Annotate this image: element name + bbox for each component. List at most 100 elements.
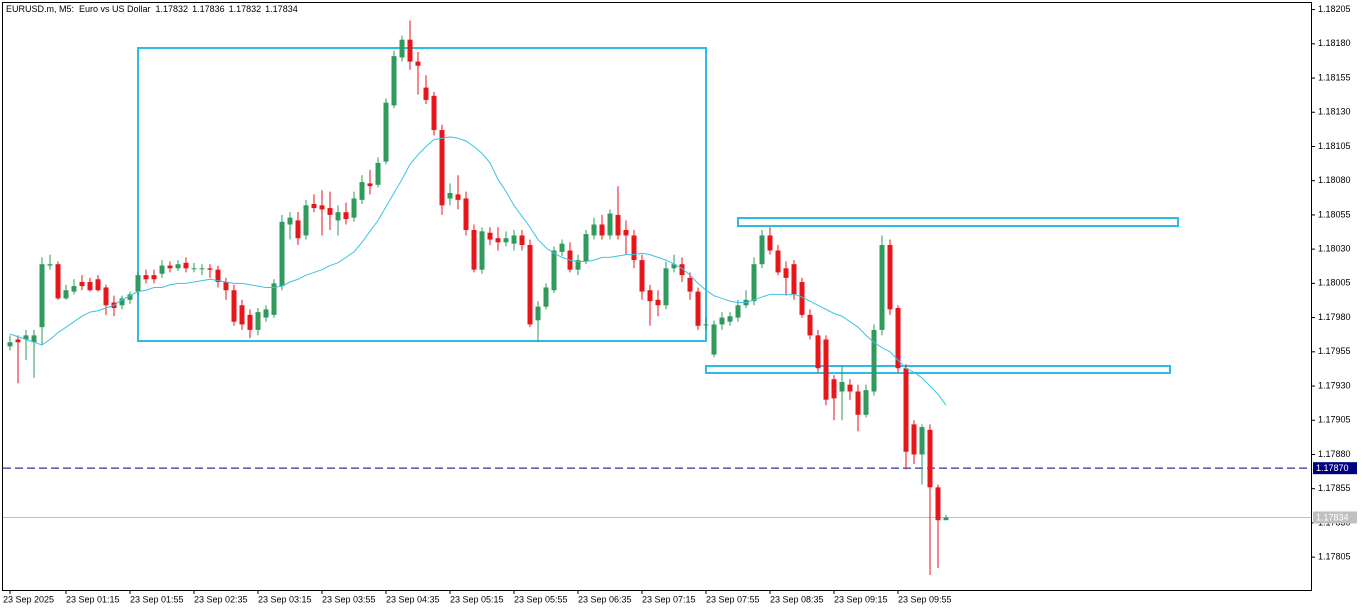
candle-body	[15, 339, 21, 343]
candle-body	[151, 275, 157, 280]
candle-body	[855, 391, 861, 415]
candle-body	[887, 245, 893, 310]
last-open: 1.17832	[156, 4, 189, 14]
candle-body	[351, 198, 357, 218]
candle-body	[671, 264, 677, 269]
candle-body	[39, 264, 45, 328]
candle-body	[751, 264, 757, 302]
candle-body	[231, 290, 237, 322]
candle-body	[303, 205, 309, 236]
candle-body	[455, 194, 461, 200]
candle-body	[783, 268, 789, 278]
candle-body	[759, 235, 765, 265]
candle-body	[375, 162, 381, 185]
x-tick-label: 23 Sep 09:15	[834, 594, 888, 604]
candle-body	[119, 298, 125, 306]
last-close: 1.17834	[265, 4, 298, 14]
candle-body	[95, 279, 101, 291]
candle-body	[927, 429, 933, 488]
candle-body	[799, 281, 805, 315]
candle-body	[135, 275, 141, 292]
candle-body	[127, 294, 133, 300]
candle-body	[775, 250, 781, 273]
y-tick-label: 1.17930	[1318, 380, 1351, 390]
candle-body	[943, 517, 949, 521]
resistance-zone	[737, 217, 1179, 227]
candle-body	[911, 424, 917, 455]
candle-body	[631, 235, 637, 261]
candle-body	[727, 316, 733, 322]
x-tick-label: 23 Sep 01:55	[130, 594, 184, 604]
candle-body	[623, 229, 629, 236]
candle-body	[791, 264, 797, 295]
candle-body	[719, 317, 725, 325]
candle-body	[863, 390, 869, 415]
candle-body	[279, 221, 285, 287]
candle-body	[247, 314, 253, 330]
candle-body	[287, 217, 293, 225]
y-tick-label: 1.17855	[1318, 483, 1351, 493]
candle-body	[527, 245, 533, 325]
candle-body	[359, 182, 365, 200]
series-layer: 1.18205 1.18180 1.18155 1.18130 1.18105 1.180…	[3, 4, 1357, 604]
candle-body	[471, 229, 477, 270]
candle-body	[31, 335, 37, 343]
candle-body	[503, 238, 509, 243]
candle-body	[223, 281, 229, 291]
price-tag-label: 1.17870	[1316, 463, 1349, 473]
candle-body	[903, 368, 909, 452]
price-tag	[1313, 462, 1357, 475]
candle-body	[159, 265, 165, 274]
candle-body	[615, 214, 621, 236]
candle-body	[71, 286, 77, 292]
candle-body	[735, 305, 741, 318]
x-tick-label: 23 Sep 01:15	[66, 594, 120, 604]
y-tick-label: 1.17980	[1318, 312, 1351, 322]
candle-body	[575, 260, 581, 270]
candle-body	[103, 287, 109, 306]
candle-body	[687, 277, 693, 292]
x-tick-label: 23 Sep 05:15	[450, 594, 504, 604]
candle-body	[215, 269, 221, 282]
candle-body	[343, 212, 349, 220]
candle-body	[383, 102, 389, 162]
candle-body	[647, 290, 653, 302]
y-tick-label: 1.18005	[1318, 278, 1351, 288]
candle-body	[423, 87, 429, 100]
candle-body	[703, 324, 709, 326]
candle-body	[495, 238, 501, 243]
candle-body	[543, 287, 549, 307]
y-tick-label: 1.18130	[1318, 107, 1351, 117]
candle-body	[831, 379, 837, 399]
candle-body	[823, 339, 829, 400]
y-tick-label: 1.17955	[1318, 346, 1351, 356]
candle-body	[7, 342, 13, 347]
candle-body	[871, 329, 877, 392]
support-zone	[705, 365, 1171, 374]
candle-body	[815, 335, 821, 369]
y-tick-label: 1.18155	[1318, 72, 1351, 82]
candle-body	[559, 243, 565, 252]
x-tick-label: 23 Sep 09:55	[898, 594, 952, 604]
candle-body	[399, 39, 405, 58]
candle-body	[535, 306, 541, 321]
candle-body	[295, 220, 301, 239]
y-tick-label: 1.17880	[1318, 449, 1351, 459]
candle-body	[319, 205, 325, 210]
candle-body	[335, 212, 341, 221]
candle-body	[47, 264, 53, 266]
candle-body	[935, 487, 941, 521]
candle-body	[199, 268, 205, 270]
candle-body	[767, 235, 773, 251]
candle-body	[839, 381, 845, 392]
x-tick-label: 23 Sep 06:35	[578, 594, 632, 604]
plot-frame	[2, 2, 1312, 591]
last-high: 1.17836	[192, 4, 225, 14]
candle-body	[271, 283, 277, 315]
candle-body	[183, 262, 189, 269]
candle-body	[655, 299, 661, 306]
candle-body	[463, 198, 469, 230]
candle-body	[479, 231, 485, 270]
x-tick-label: 23 Sep 2025	[3, 594, 54, 604]
